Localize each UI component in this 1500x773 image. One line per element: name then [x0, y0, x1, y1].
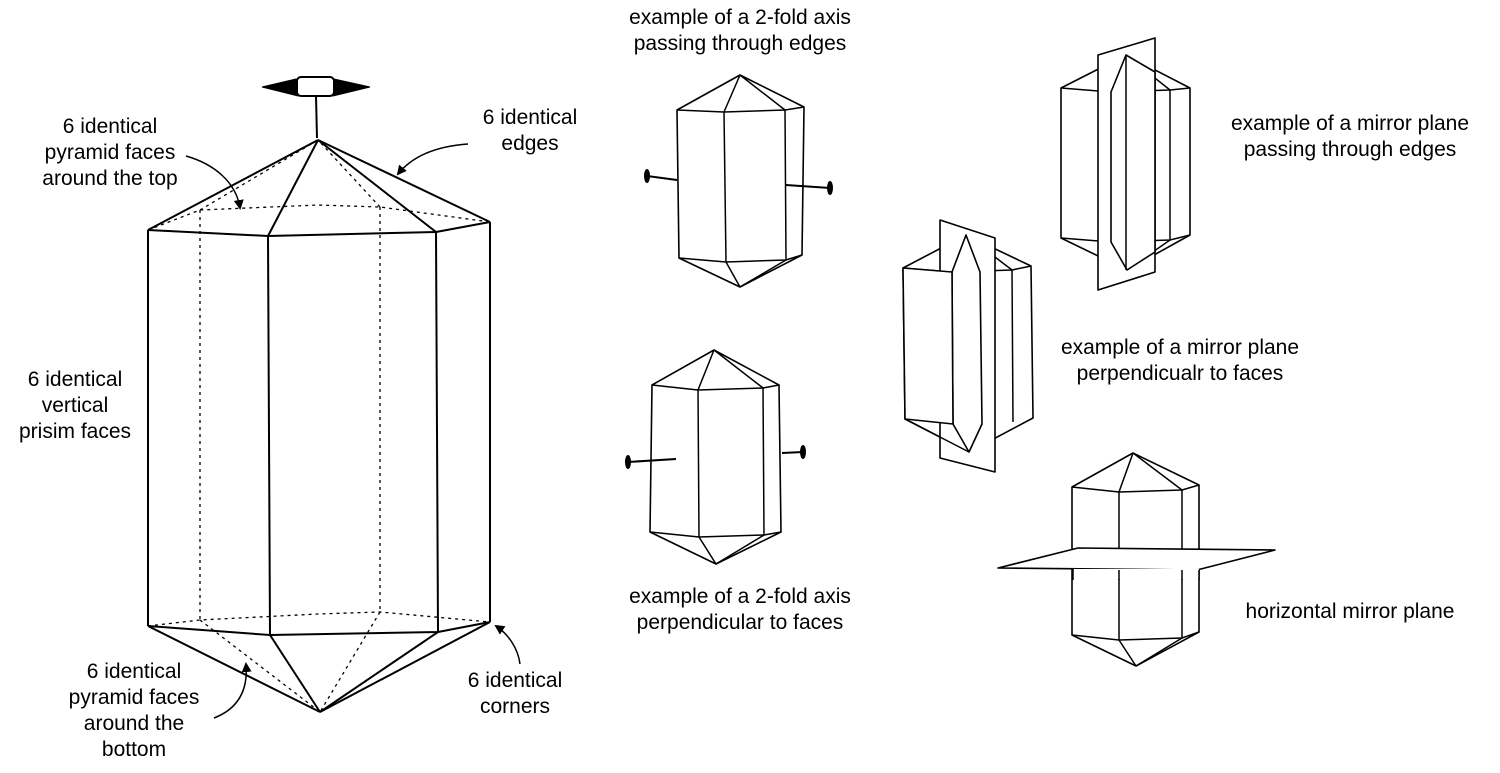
label-line: bottom	[101, 738, 167, 761]
label-mirror-faces: example of a mirror plane perpendicualr …	[1035, 335, 1325, 387]
label-line: passing through edges	[633, 32, 847, 55]
crystal-mirror-horizontal	[997, 452, 1276, 667]
label-line: perpendicular to faces	[636, 611, 844, 634]
label-edges: 6 identical edges	[450, 105, 610, 157]
sixfold-axis-symbol	[261, 76, 371, 139]
label-line: around the	[83, 712, 185, 735]
label-mirror-horizontal: horizontal mirror plane	[1220, 599, 1480, 625]
label-bottom-faces: 6 identical pyramid faces around the bot…	[44, 659, 224, 763]
label-line: perpendicualr to faces	[1076, 362, 1284, 385]
crystal-twofold-faces	[625, 349, 806, 565]
label-line: example of a mirror plane	[1230, 112, 1470, 135]
crystal-mirror-edges	[1060, 37, 1191, 291]
label-twofold-edges: example of a 2-fold axis passing through…	[600, 5, 880, 57]
label-line: passing through edges	[1243, 138, 1457, 161]
label-line: horizontal mirror plane	[1245, 600, 1455, 623]
label-twofold-faces: example of a 2-fold axis perpendicular t…	[600, 584, 880, 636]
label-line: prisim faces	[18, 420, 132, 443]
hidden-edges	[147, 139, 491, 713]
label-prism-faces: 6 identical vertical prisim faces	[0, 367, 150, 445]
label-mirror-edges: example of a mirror plane passing throug…	[1205, 111, 1495, 163]
label-line: 6 identical	[27, 368, 123, 391]
label-line: example of a 2-fold axis	[629, 585, 851, 608]
label-line: example of a mirror plane	[1060, 336, 1300, 359]
label-line: corners	[479, 695, 551, 718]
label-line: edges	[501, 132, 559, 155]
mirror-plane-horizontal	[997, 547, 1276, 571]
label-line: pyramid faces	[44, 141, 176, 164]
label-line: 6 identical	[86, 660, 182, 683]
label-line: 6 identical	[62, 115, 158, 138]
large-crystal	[147, 76, 491, 713]
label-line: pyramid faces	[68, 686, 200, 709]
crystal-twofold-edges	[644, 74, 833, 288]
annotation-arrows	[185, 143, 521, 719]
label-line: around the top	[42, 167, 178, 190]
label-line: vertical	[41, 394, 109, 417]
crystal-mirror-faces	[902, 219, 1034, 473]
visible-edges	[147, 139, 491, 713]
label-corners: 6 identical corners	[440, 668, 590, 720]
label-line: 6 identical	[482, 106, 578, 129]
label-line: 6 identical	[467, 669, 563, 692]
label-top-faces: 6 identical pyramid faces around the top	[10, 114, 210, 192]
label-line: example of a 2-fold axis	[629, 6, 851, 29]
